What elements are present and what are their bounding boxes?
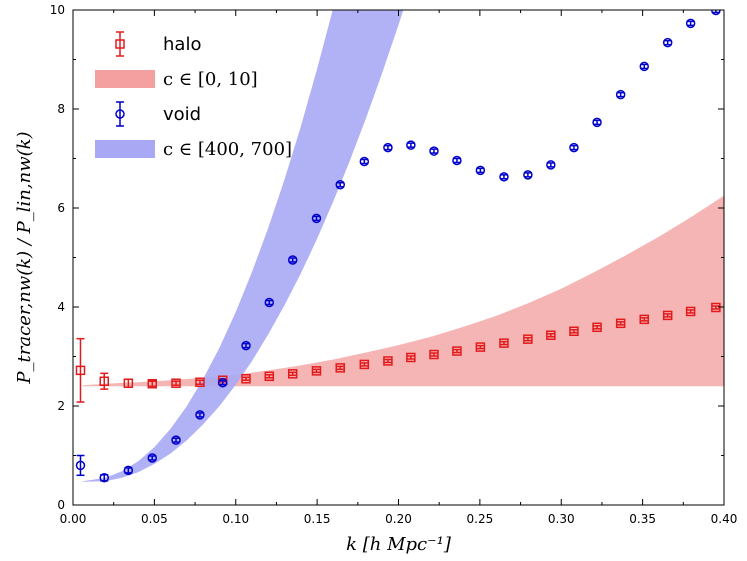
y-tick-label: 0 — [57, 498, 65, 512]
y-tick-label: 2 — [57, 399, 65, 413]
data-point — [662, 310, 673, 321]
legend: halo c ∈ [0, 10] void c ∈ [400, 700] — [95, 31, 292, 160]
data-point — [195, 377, 205, 387]
data-point — [383, 142, 393, 153]
plot-frame — [72, 9, 725, 506]
x-tick-label: 0.10 — [222, 512, 249, 526]
legend-label: halo — [163, 34, 201, 55]
data-point — [475, 165, 486, 176]
series-void — [75, 10, 721, 483]
data-point — [429, 146, 439, 156]
data-point — [475, 342, 486, 352]
data-point — [217, 377, 228, 388]
data-point — [147, 378, 158, 389]
data-point — [592, 117, 602, 128]
data-point — [75, 337, 86, 403]
legend-marker — [115, 39, 125, 49]
x-tick-label: 0.15 — [304, 512, 331, 526]
x-tick-label: 0.00 — [60, 512, 87, 526]
data-point — [241, 374, 251, 384]
data-point — [147, 453, 158, 463]
y-tick-label: 10 — [50, 3, 65, 17]
data-point — [639, 61, 650, 72]
data-point — [406, 140, 416, 150]
data-point — [287, 369, 298, 379]
plot-area — [75, 10, 724, 483]
legend-item: c ∈ [0, 10] — [95, 69, 258, 90]
data-point — [264, 371, 275, 382]
data-point — [452, 155, 462, 166]
data-point — [685, 18, 696, 29]
legend-label: void — [163, 104, 201, 125]
legend-label: c ∈ [0, 10] — [163, 69, 258, 90]
legend-marker — [115, 109, 125, 119]
data-point — [615, 318, 626, 329]
x-tick-label: 0.30 — [548, 512, 575, 526]
x-tick-label: 0.25 — [467, 512, 494, 526]
data-point — [685, 306, 696, 317]
data-point — [241, 340, 251, 351]
legend-swatch — [95, 140, 155, 158]
x-tick-label: 0.05 — [141, 512, 168, 526]
data-point — [546, 330, 556, 340]
legend-swatch — [95, 70, 155, 88]
data-point — [639, 314, 650, 325]
data-point — [359, 156, 370, 167]
series-halo — [75, 302, 721, 403]
data-point — [499, 172, 509, 182]
data-point — [452, 346, 462, 356]
data-point — [569, 326, 579, 337]
data-point — [406, 352, 416, 363]
data-point — [75, 454, 86, 477]
data-point — [99, 473, 109, 483]
data-point — [311, 213, 322, 224]
data-point — [335, 363, 345, 373]
legend-item: void — [115, 101, 201, 127]
legend-label: c ∈ [400, 700] — [163, 139, 292, 160]
data-point — [615, 89, 626, 100]
data-point — [171, 435, 181, 445]
y-axis-label: P_tracer,nw(k) / P_lin,nw(k) — [14, 131, 35, 384]
x-tick-label: 0.35 — [629, 512, 656, 526]
data-point — [523, 170, 533, 180]
data-point — [546, 160, 556, 170]
data-point — [429, 349, 439, 360]
data-point — [195, 410, 205, 420]
data-point — [287, 255, 298, 265]
data-point — [99, 372, 109, 390]
y-axis: 0 2 4 6 8 10 — [50, 3, 724, 512]
y-tick-label: 6 — [57, 201, 65, 215]
data-point — [123, 378, 134, 388]
y-tick-label: 8 — [57, 102, 65, 116]
data-point — [264, 297, 275, 308]
x-tick-label: 0.40 — [711, 512, 738, 526]
x-axis-label: k [h Mpc⁻¹] — [346, 534, 452, 555]
data-point — [569, 142, 579, 153]
data-point — [171, 378, 181, 388]
data-point — [499, 338, 509, 348]
x-tick-label: 0.20 — [385, 512, 412, 526]
legend-item: c ∈ [400, 700] — [95, 139, 292, 160]
data-point — [383, 356, 393, 366]
data-point — [523, 334, 533, 344]
data-point — [359, 359, 370, 370]
data-point — [123, 465, 134, 476]
data-point — [311, 366, 322, 376]
data-point — [335, 179, 345, 190]
legend-item: halo — [115, 31, 201, 57]
data-point — [592, 322, 602, 333]
band-void — [82, 10, 404, 482]
y-tick-label: 4 — [57, 300, 65, 314]
data-point — [662, 37, 673, 48]
band-halo — [82, 195, 724, 387]
